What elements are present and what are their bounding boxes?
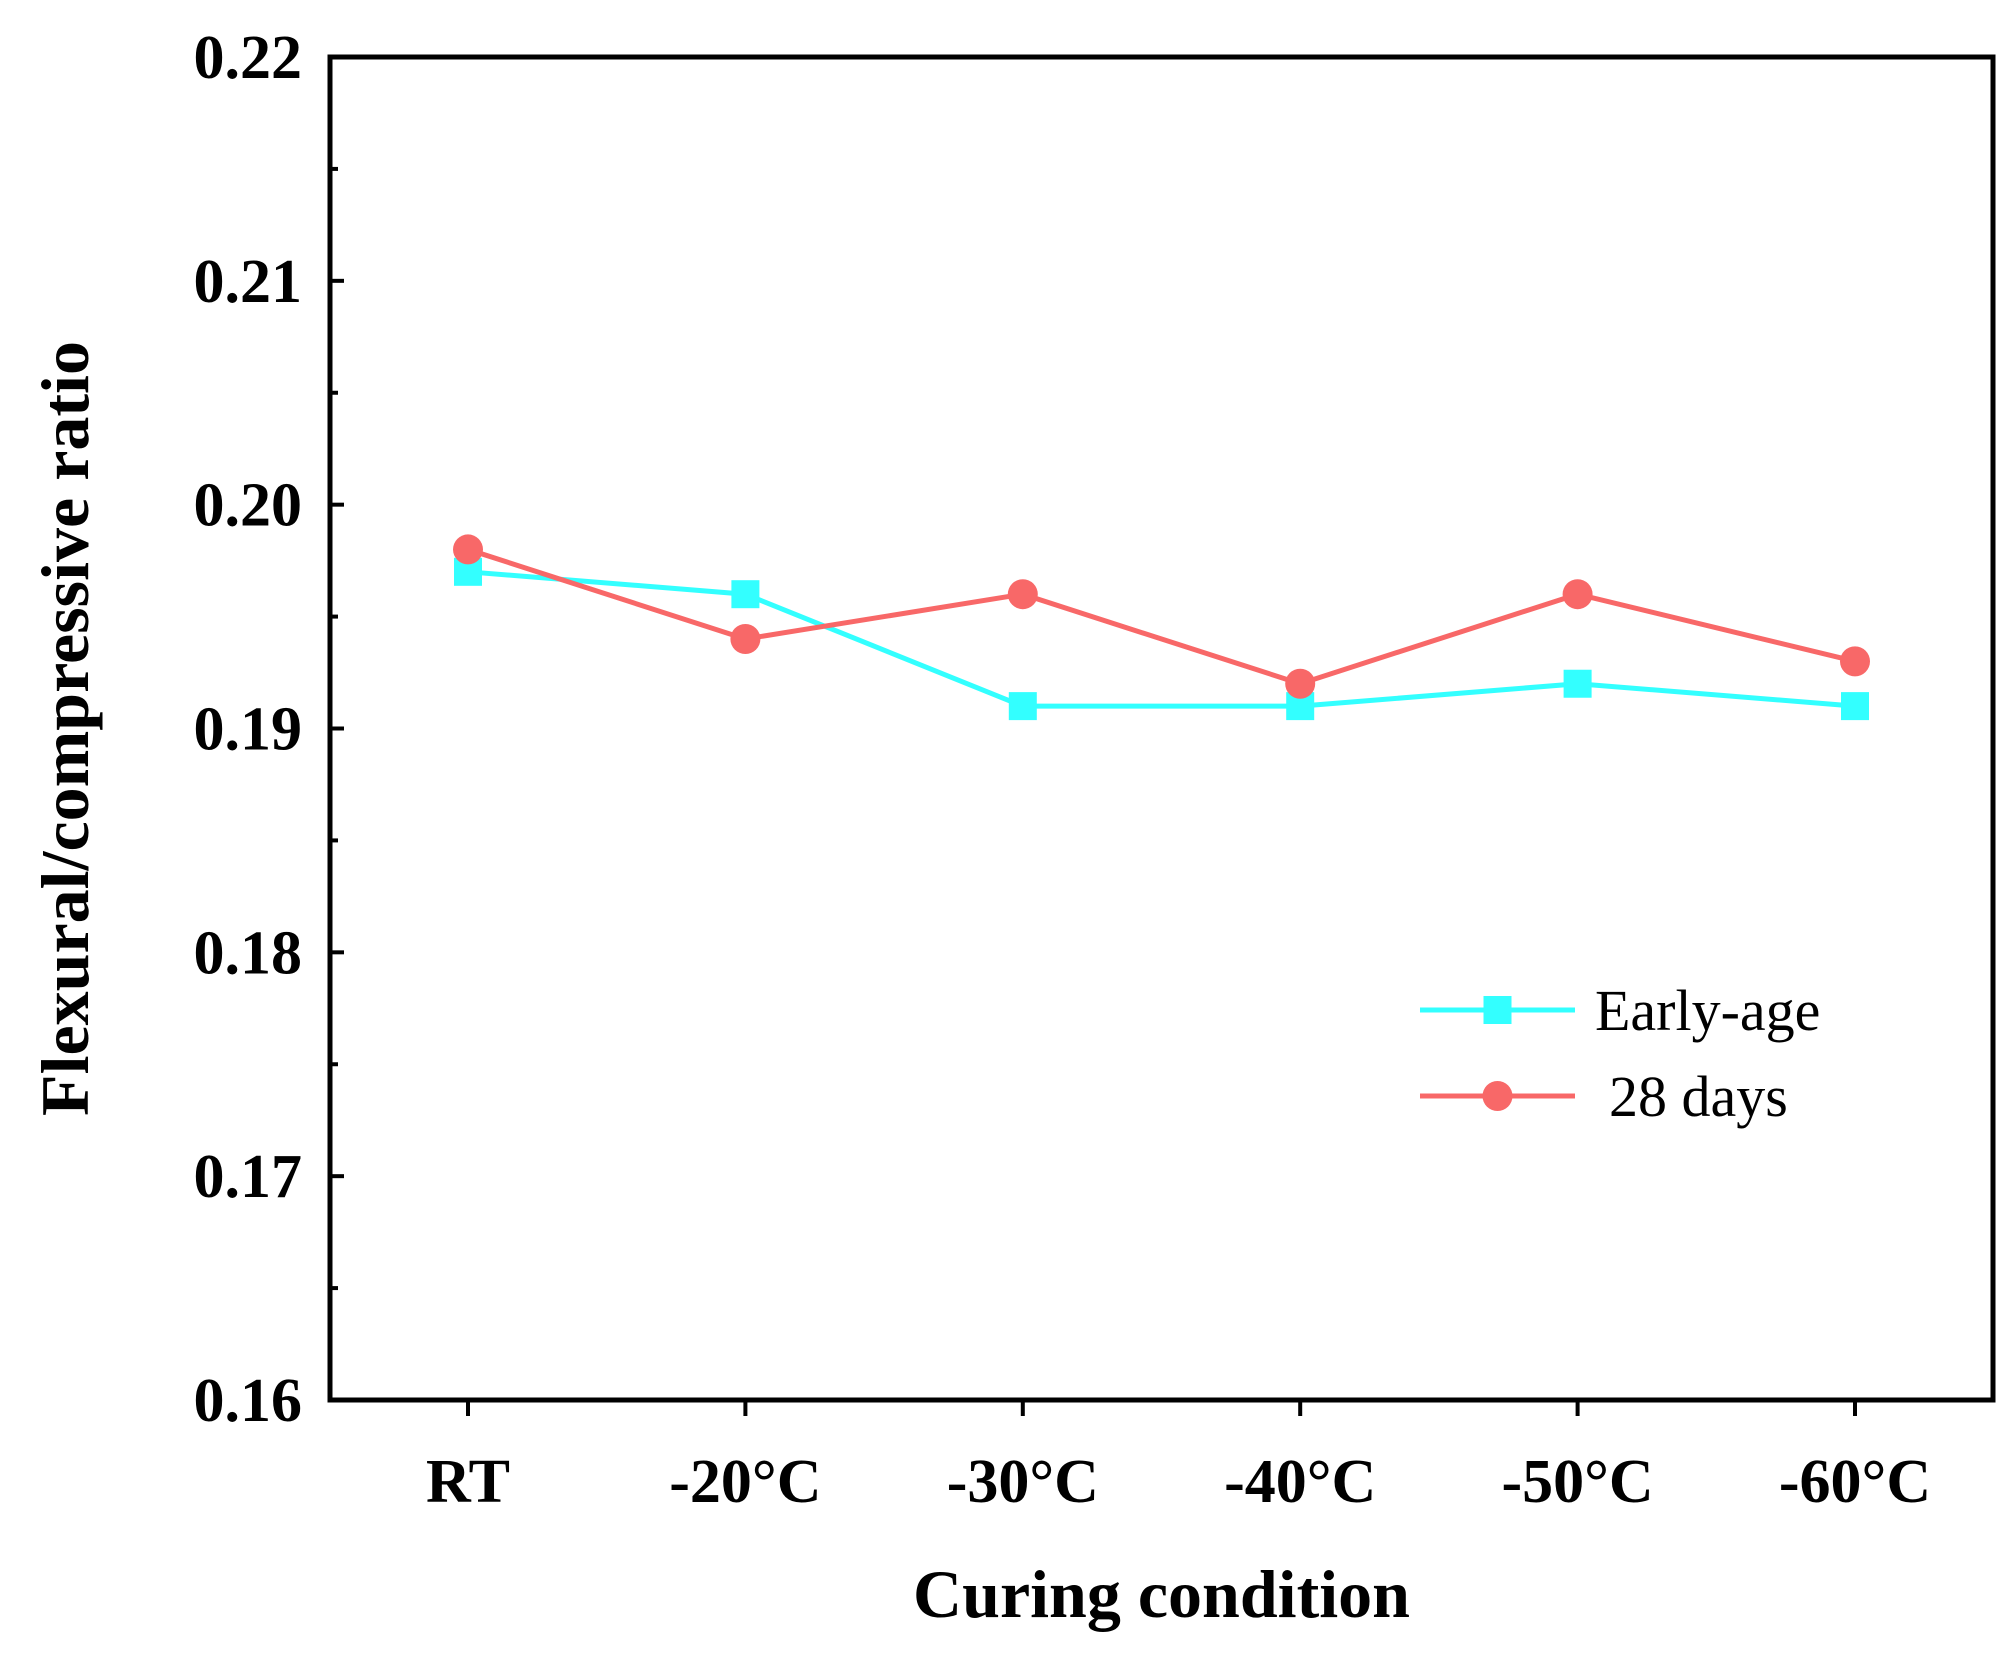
data-point-28-days bbox=[1285, 668, 1316, 699]
series-line-early-age bbox=[467, 569, 1856, 709]
legend-label-early-age: Early-age bbox=[1595, 978, 1820, 1043]
legend-marker-28-days bbox=[1482, 1081, 1513, 1111]
x-tick-label: -30°C bbox=[947, 1448, 1099, 1516]
data-point-early-age bbox=[731, 580, 760, 609]
legend-label-28-days: 28 days bbox=[1609, 1064, 1788, 1129]
y-tick-label: 0.22 bbox=[194, 24, 303, 92]
x-axis-title: Curing condition bbox=[913, 1556, 1410, 1632]
data-point-28-days bbox=[1007, 579, 1038, 610]
x-tick-label: RT bbox=[426, 1448, 510, 1516]
legend-marker-early-age bbox=[1483, 996, 1512, 1024]
x-tick-label: -50°C bbox=[1501, 1448, 1653, 1516]
x-tick-label: -40°C bbox=[1224, 1448, 1376, 1516]
y-tick-label: 0.19 bbox=[194, 696, 303, 764]
data-point-28-days bbox=[1562, 579, 1593, 610]
legend-item-early-age: Early-age bbox=[1420, 978, 1820, 1043]
y-tick-label: 0.17 bbox=[194, 1143, 303, 1211]
series-layer bbox=[453, 534, 1870, 721]
x-axis-ticks: RT -20°C -30°C -40°C -50°C -60°C bbox=[426, 1400, 1931, 1516]
series-early-age bbox=[454, 557, 1869, 721]
data-point-28-days bbox=[730, 623, 761, 654]
data-point-early-age bbox=[1008, 692, 1037, 721]
legend-item-28-days: 28 days bbox=[1420, 1064, 1788, 1129]
data-point-early-age bbox=[1563, 669, 1592, 698]
series-line-28-days bbox=[467, 547, 1856, 687]
y-tick-label: 0.18 bbox=[194, 919, 303, 987]
x-tick-label: -20°C bbox=[669, 1448, 821, 1516]
plot-frame bbox=[327, 54, 1996, 1403]
y-axis-ticks: 0.16 0.17 0.18 0.19 0.20 0.21 0.22 bbox=[194, 24, 344, 1435]
data-point-28-days bbox=[453, 534, 483, 565]
y-axis-title: Flexural/compressive ratio bbox=[27, 341, 103, 1116]
y-tick-label: 0.20 bbox=[194, 472, 303, 540]
series-28-days bbox=[453, 534, 1870, 699]
data-point-28-days bbox=[1840, 646, 1870, 677]
legend: Early-age 28 days bbox=[1420, 978, 1820, 1129]
y-tick-label: 0.21 bbox=[194, 248, 303, 316]
data-point-early-age bbox=[1841, 692, 1869, 721]
y-tick-label: 0.16 bbox=[194, 1367, 303, 1435]
x-tick-label: -60°C bbox=[1779, 1448, 1931, 1516]
